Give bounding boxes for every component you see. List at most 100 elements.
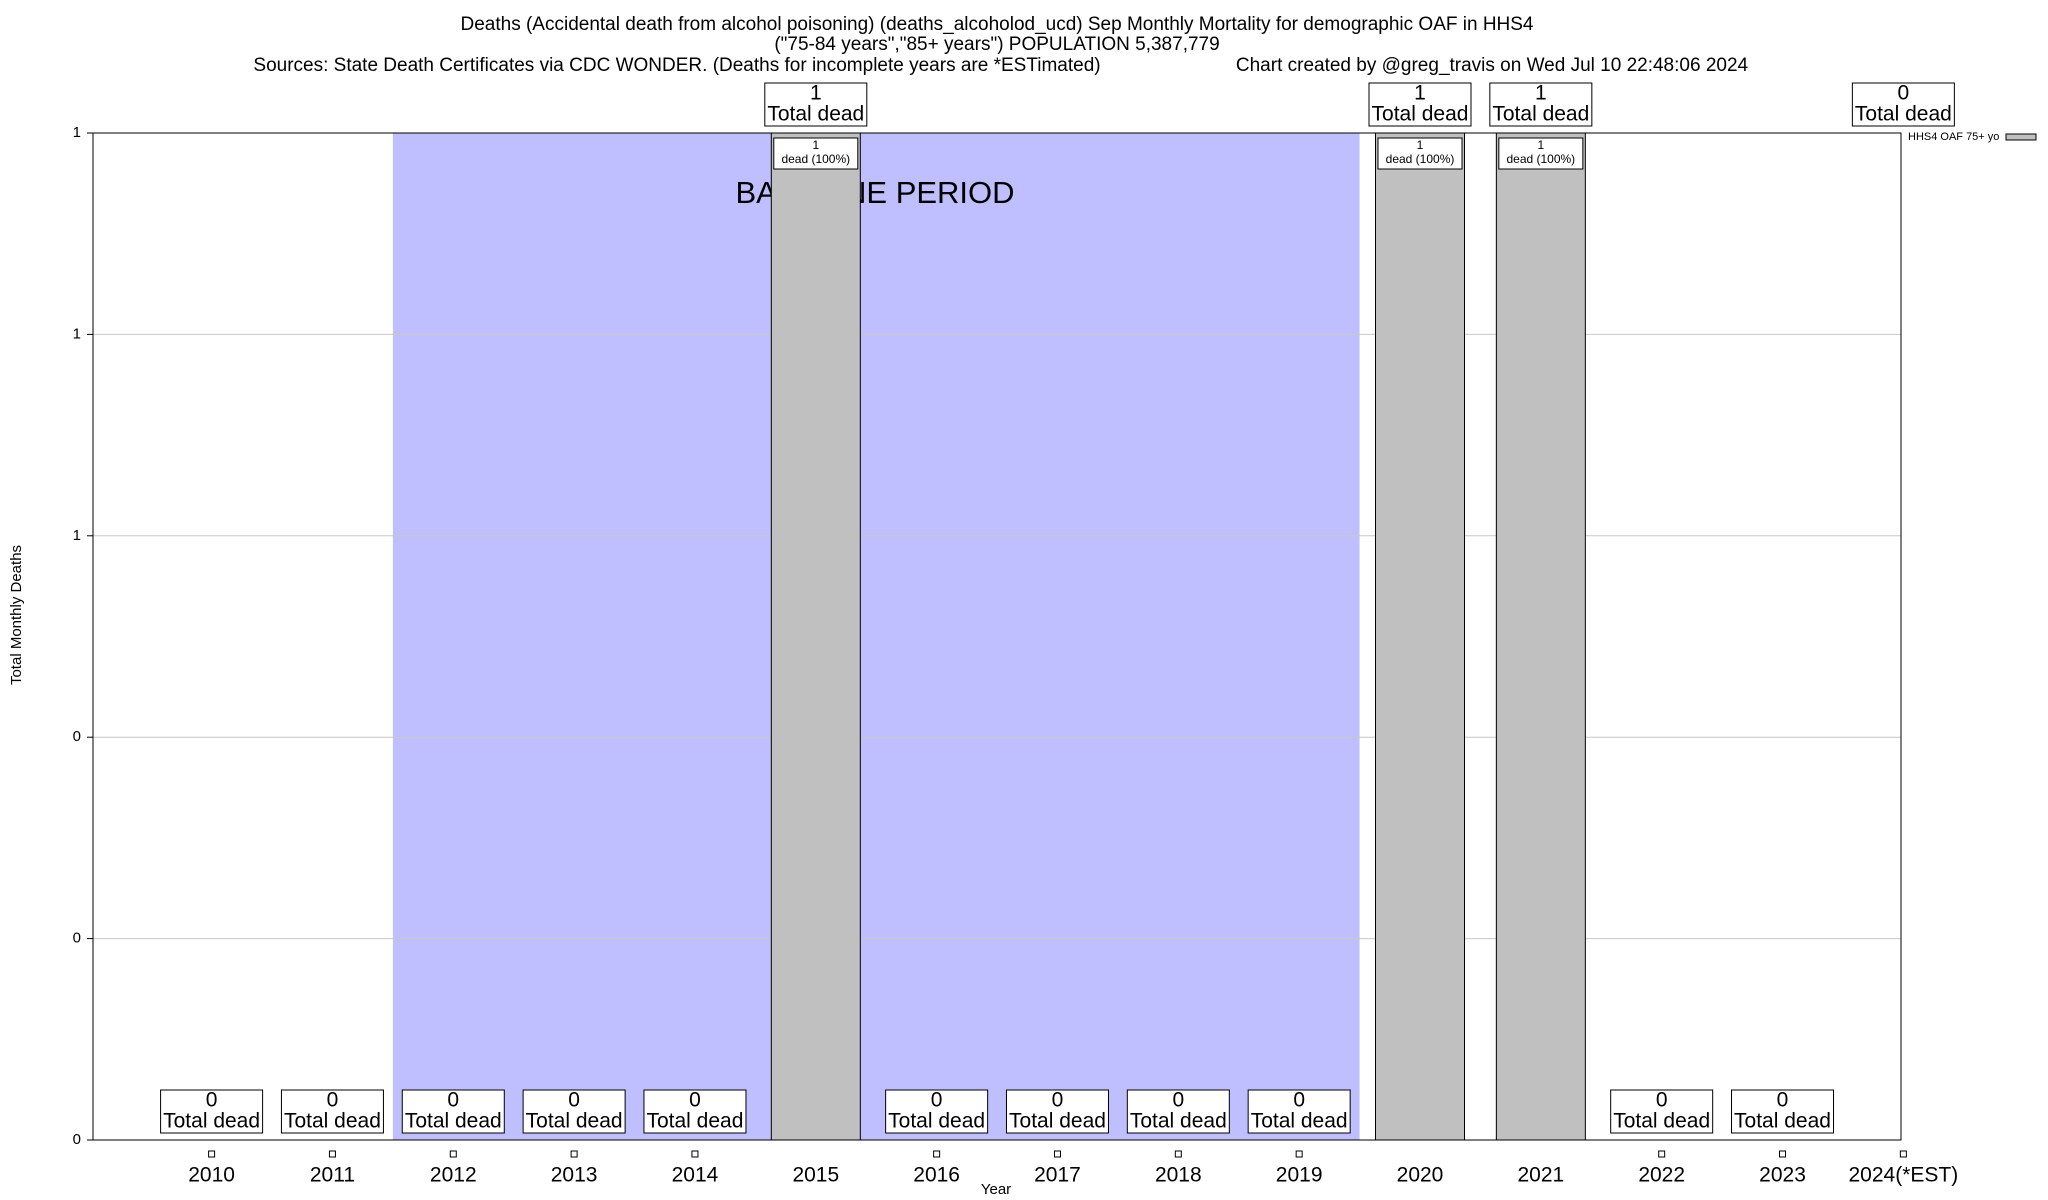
value-label-box	[1126, 1089, 1230, 1134]
bar-note-value: 1	[812, 138, 819, 152]
value-label-text: Total dead	[526, 1110, 623, 1133]
x-tick-label: 2013	[551, 1164, 598, 1187]
value-label-text: Total dead	[1009, 1110, 1106, 1133]
zero-marker	[449, 1150, 457, 1158]
plot-background	[93, 132, 1901, 1141]
zero-marker	[1053, 1150, 1061, 1158]
value-label-box	[1610, 1089, 1714, 1134]
zero-marker	[1295, 1150, 1303, 1158]
plot-frame	[92, 132, 1902, 1141]
chart-title: Deaths (Accidental death from alcohol po…	[461, 14, 1534, 35]
x-tick-label: 2018	[1155, 1164, 1202, 1187]
y-tick-label: 0	[73, 1131, 81, 1148]
value-label: 0	[206, 1089, 218, 1112]
x-tick-label: 2012	[430, 1164, 477, 1187]
legend-swatch	[2005, 133, 2037, 141]
bar-note-box	[773, 137, 859, 170]
value-label: 0	[689, 1089, 701, 1112]
value-label-text: Total dead	[1613, 1110, 1710, 1133]
chart-subtitle: ("75-84 years","85+ years") POPULATION 5…	[774, 34, 1219, 55]
value-label: 0	[931, 1089, 943, 1112]
value-label-box	[1851, 82, 1955, 127]
value-label: 1	[1414, 82, 1426, 105]
bar	[1495, 132, 1586, 1141]
value-label-box	[280, 1089, 384, 1134]
y-tick-label: 1	[73, 527, 81, 544]
value-label-box	[160, 1089, 264, 1134]
value-label: 1	[810, 82, 822, 105]
value-label: 1	[1535, 82, 1547, 105]
bar	[1375, 132, 1465, 1141]
bar-note-box	[1498, 137, 1584, 170]
x-tick-label: 2017	[1034, 1164, 1081, 1187]
value-label-box	[401, 1089, 505, 1134]
value-label-text: Total dead	[1492, 103, 1589, 126]
value-label-text: Total dead	[1734, 1110, 1831, 1133]
bar	[770, 132, 861, 1141]
value-label-box	[522, 1089, 626, 1134]
x-tick-label: 2024(*EST)	[1849, 1164, 1959, 1187]
value-label: 0	[327, 1089, 339, 1112]
x-tick-label: 2023	[1759, 1164, 1806, 1187]
bar-note: dead (100%)	[1506, 152, 1575, 166]
x-tick-label: 2016	[913, 1164, 960, 1187]
value-label-text: Total dead	[646, 1110, 743, 1133]
x-tick-label: 2011	[310, 1164, 355, 1187]
value-label: 0	[447, 1089, 459, 1112]
value-label-text: Total dead	[284, 1110, 381, 1133]
value-label-box	[1368, 82, 1472, 127]
bar-note-box	[1377, 137, 1463, 170]
value-label-text: Total dead	[1130, 1110, 1227, 1133]
x-tick-label: 2021	[1517, 1164, 1564, 1187]
x-tick-label: 2014	[672, 1164, 719, 1187]
value-label-box	[764, 82, 868, 127]
zero-marker	[933, 1150, 941, 1158]
value-label: 0	[1172, 1089, 1184, 1112]
x-axis-label: Year	[981, 1181, 1011, 1198]
zero-marker	[208, 1150, 216, 1158]
zero-marker	[1658, 1150, 1666, 1158]
value-label-box	[643, 1089, 747, 1134]
zero-marker	[1899, 1150, 1907, 1158]
zero-marker	[691, 1150, 699, 1158]
zero-marker	[1779, 1150, 1787, 1158]
value-label-box	[1731, 1089, 1835, 1134]
value-label: 0	[1777, 1089, 1789, 1112]
value-label-text: Total dead	[405, 1110, 502, 1133]
bar-note-value: 1	[1537, 138, 1544, 152]
value-label-text: Total dead	[1855, 103, 1952, 126]
value-label: 0	[1052, 1089, 1064, 1112]
x-tick-label: 2019	[1276, 1164, 1323, 1187]
zero-marker	[570, 1150, 578, 1158]
value-label-text: Total dead	[767, 103, 864, 126]
credit: Chart created by @greg_travis on Wed Jul…	[1236, 55, 1749, 76]
value-label-box	[1247, 1089, 1351, 1134]
y-tick-label: 1	[73, 124, 81, 141]
value-label: 0	[1898, 82, 1910, 105]
value-label-text: Total dead	[1372, 103, 1469, 126]
x-tick-label: 2022	[1638, 1164, 1685, 1187]
value-label: 0	[568, 1089, 580, 1112]
y-tick-label: 0	[73, 930, 81, 947]
value-label-text: Total dead	[163, 1110, 260, 1133]
bar-note: dead (100%)	[1386, 152, 1455, 166]
value-label: 0	[1656, 1089, 1668, 1112]
y-axis-label: Total Monthly Deaths	[8, 545, 25, 685]
x-tick-label: 2015	[792, 1164, 839, 1187]
y-tick-label: 1	[73, 325, 81, 342]
value-label-box	[1489, 82, 1593, 127]
legend-label: HHS4 OAF 75+ yo	[1908, 131, 1999, 143]
zero-marker	[1174, 1150, 1182, 1158]
value-label-text: Total dead	[888, 1110, 985, 1133]
zero-marker	[328, 1150, 336, 1158]
baseline-region	[392, 133, 1360, 1140]
value-label: 0	[1293, 1089, 1305, 1112]
value-label-box	[885, 1089, 989, 1134]
value-label-text: Total dead	[1251, 1110, 1348, 1133]
value-label-box	[1005, 1089, 1109, 1134]
sources: Sources: State Death Certificates via CD…	[253, 55, 1100, 76]
bar-note: dead (100%)	[781, 152, 850, 166]
bar-note-value: 1	[1417, 138, 1424, 152]
